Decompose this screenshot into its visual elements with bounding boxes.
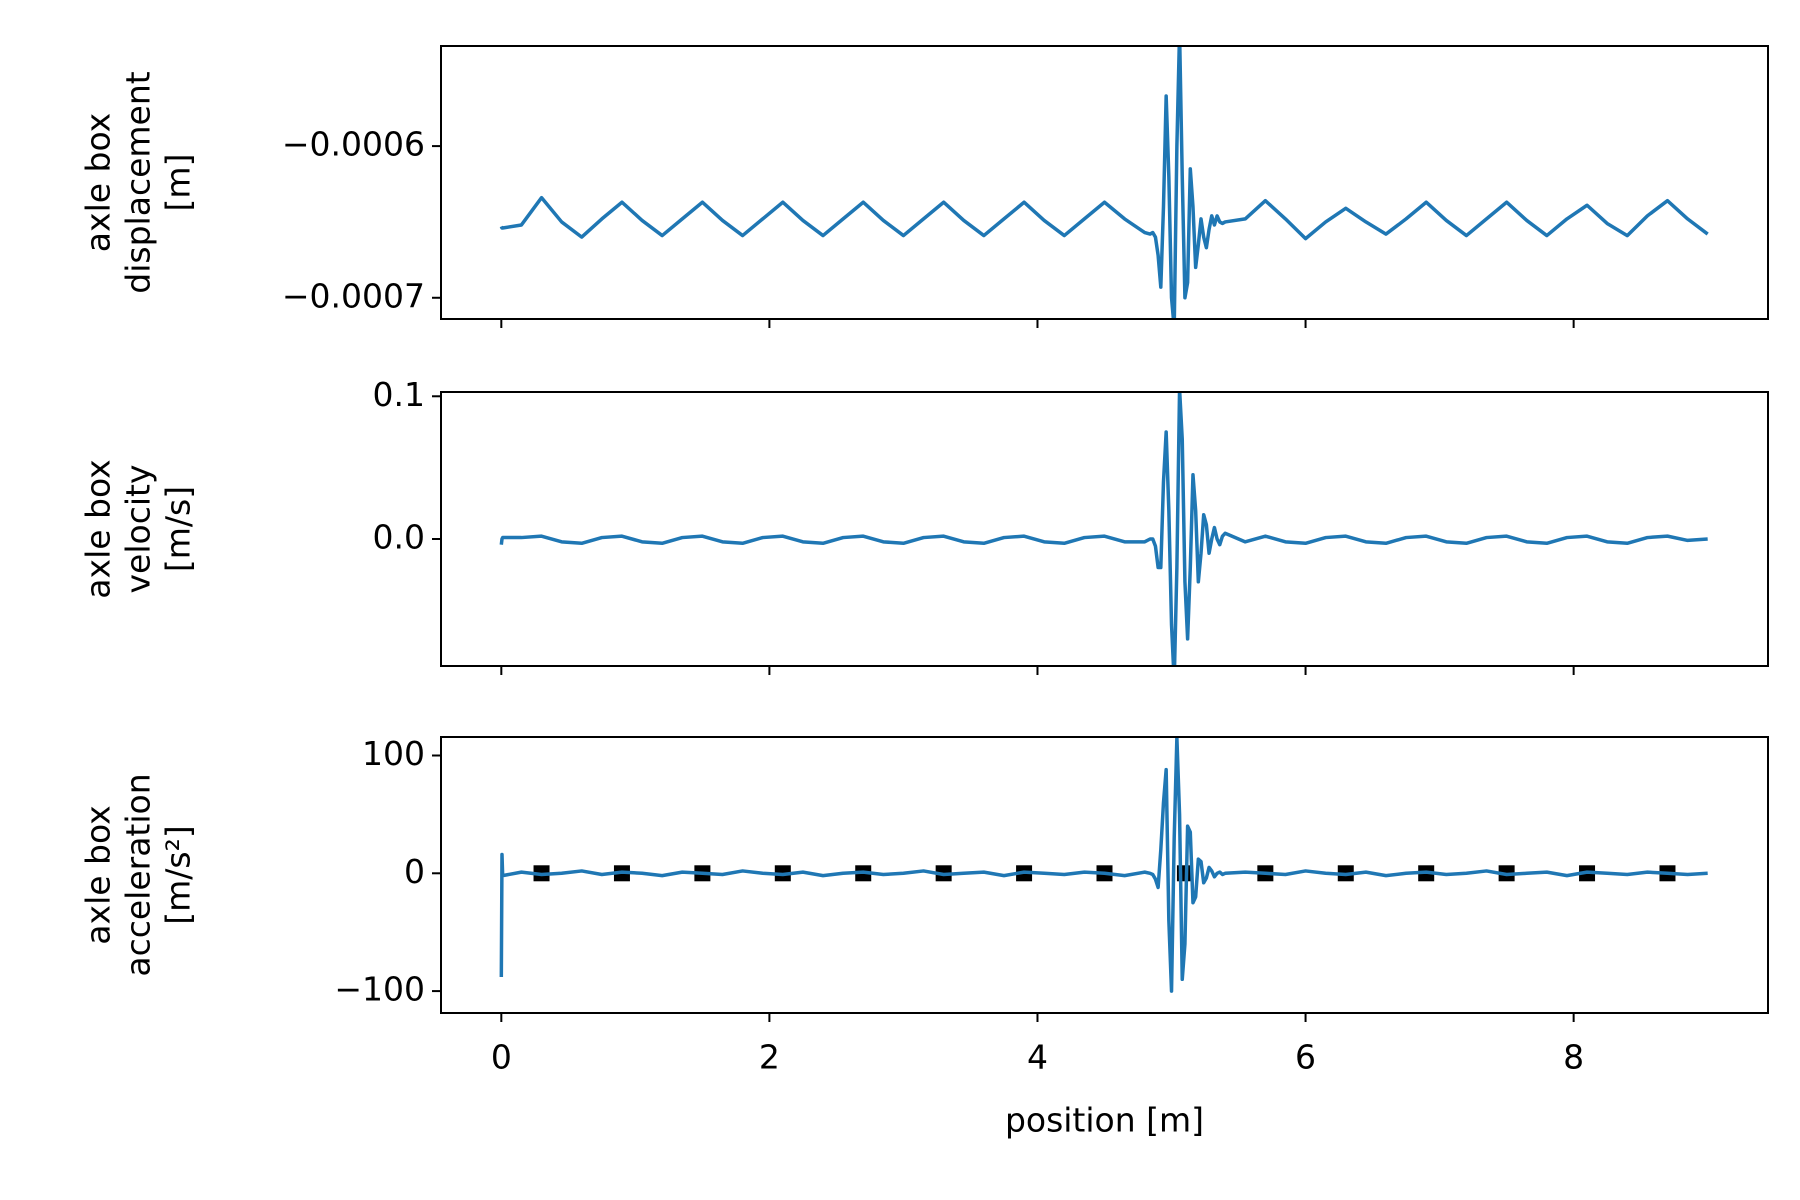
x-tick-label: 6 — [1295, 1038, 1316, 1077]
y-axis-label: [m] — [159, 154, 198, 212]
data-line — [499, 737, 1708, 993]
x-axis-label: position [m] — [1005, 1101, 1204, 1140]
y-tick-label: 0.0 — [373, 517, 425, 556]
y-tick-label: 0 — [404, 852, 425, 891]
x-tick-label: 0 — [491, 1038, 512, 1077]
y-axis-label: [m/s] — [159, 486, 198, 572]
y-axis-label: acceleration — [119, 773, 158, 976]
x-tick-label: 8 — [1563, 1038, 1584, 1077]
x-tick-label: 2 — [759, 1038, 780, 1077]
y-tick-label: −100 — [334, 970, 425, 1009]
y-axis-label: displacement — [119, 71, 158, 293]
y-axis-label: axle box — [79, 805, 118, 944]
y-tick-label: −0.0007 — [282, 276, 425, 315]
data-line — [499, 392, 1708, 666]
y-tick-label: −0.0006 — [282, 125, 425, 164]
plot-area — [499, 737, 1708, 993]
y-axis-label: axle box — [79, 459, 118, 598]
x-tick-label: 4 — [1027, 1038, 1048, 1077]
axes-frame — [440, 45, 1769, 320]
y-axis-label: velocity — [119, 465, 158, 594]
plot-area — [499, 392, 1708, 666]
axes-frame — [440, 391, 1769, 667]
plot-area — [499, 46, 1709, 319]
y-tick-label: 0.1 — [373, 375, 425, 414]
axes-frame — [440, 736, 1769, 1014]
y-axis-label: axle box — [79, 113, 118, 252]
y-axis-label: [m/s²] — [159, 825, 198, 924]
data-line — [499, 46, 1709, 319]
y-tick-label: 100 — [362, 734, 425, 773]
